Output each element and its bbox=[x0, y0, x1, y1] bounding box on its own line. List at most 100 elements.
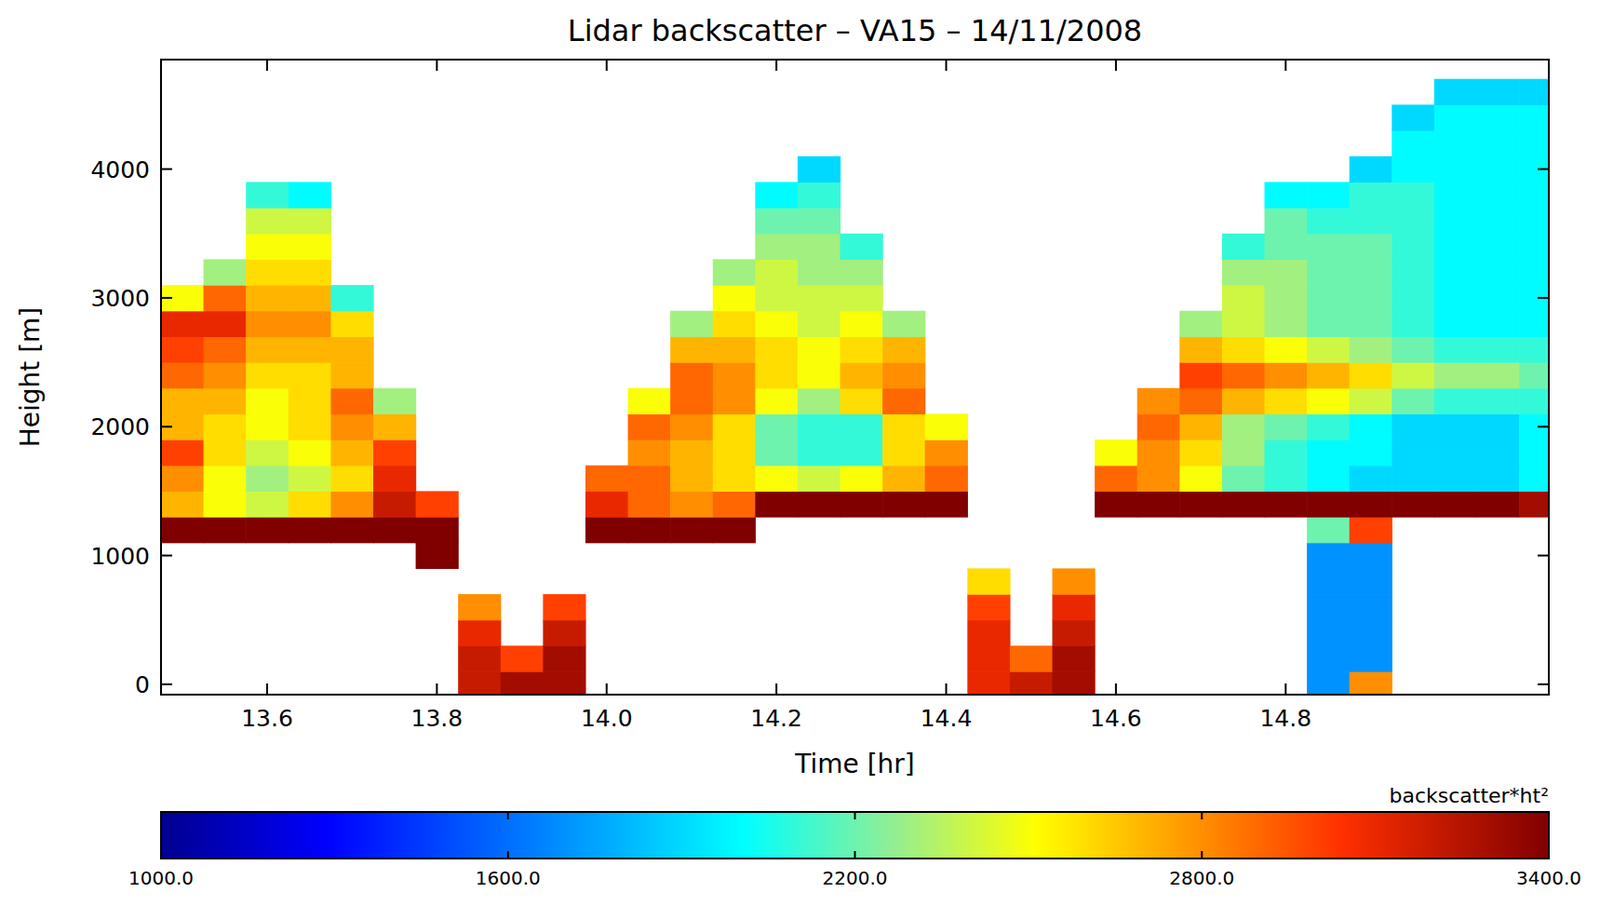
cell bbox=[585, 490, 629, 517]
x-tick bbox=[775, 683, 778, 695]
cell bbox=[1476, 413, 1520, 440]
title: Lidar backscatter – VA15 – 14/11/2008 bbox=[567, 13, 1143, 49]
cell bbox=[1179, 310, 1223, 337]
cell bbox=[1179, 465, 1223, 492]
cell bbox=[754, 362, 798, 389]
cell bbox=[754, 465, 798, 492]
cell bbox=[330, 413, 374, 440]
colorbar-tick bbox=[1547, 811, 1550, 820]
cell bbox=[628, 516, 672, 543]
cell bbox=[245, 413, 289, 440]
cell bbox=[288, 388, 332, 415]
cell bbox=[1434, 336, 1478, 363]
x-tick-label: 14.8 bbox=[1259, 704, 1312, 732]
cell bbox=[1476, 104, 1520, 131]
cell bbox=[203, 413, 247, 440]
colorbar-label: backscatter*ht² bbox=[1388, 783, 1549, 807]
colorbar-tick bbox=[507, 811, 510, 820]
cell bbox=[628, 465, 672, 492]
cell bbox=[288, 336, 332, 363]
colorbar-tick-label: 2200.0 bbox=[822, 866, 888, 889]
cell bbox=[1391, 413, 1435, 440]
cell bbox=[840, 439, 884, 466]
cell bbox=[1349, 336, 1393, 363]
cell bbox=[1306, 619, 1350, 646]
cell bbox=[1264, 181, 1308, 208]
cell bbox=[1476, 156, 1520, 183]
cell bbox=[1052, 567, 1096, 594]
cell bbox=[373, 516, 417, 543]
cell bbox=[712, 490, 756, 517]
cell bbox=[203, 362, 247, 389]
cell bbox=[670, 516, 713, 543]
cell bbox=[840, 336, 884, 363]
cell bbox=[712, 388, 756, 415]
cell bbox=[967, 645, 1010, 672]
cell bbox=[1306, 645, 1350, 672]
cell bbox=[245, 336, 289, 363]
cell bbox=[1391, 490, 1435, 517]
colorbar-tick-label: 1600.0 bbox=[475, 866, 541, 889]
cell bbox=[797, 284, 841, 311]
y-tick bbox=[161, 425, 173, 428]
cell bbox=[373, 439, 417, 466]
y-tick bbox=[1537, 296, 1549, 299]
cell bbox=[1476, 439, 1520, 466]
y-tick-label: 2000 bbox=[90, 413, 150, 441]
colorbar-tick-label: 1000.0 bbox=[128, 866, 194, 889]
cell bbox=[1222, 336, 1265, 363]
cell bbox=[1434, 207, 1478, 234]
x-tick-label: 14.0 bbox=[580, 704, 633, 732]
cell bbox=[1476, 490, 1520, 517]
cell bbox=[1222, 439, 1265, 466]
cell bbox=[1179, 362, 1223, 389]
cell bbox=[1349, 310, 1393, 337]
cell bbox=[1009, 671, 1053, 695]
cell bbox=[1052, 619, 1096, 646]
cell bbox=[585, 516, 629, 543]
cell bbox=[288, 413, 332, 440]
cell bbox=[925, 439, 969, 466]
cell bbox=[416, 542, 459, 569]
cell bbox=[373, 413, 417, 440]
x-tick-label: 14.2 bbox=[750, 704, 803, 732]
cell bbox=[1476, 310, 1520, 337]
cell bbox=[1264, 490, 1308, 517]
cell bbox=[457, 645, 501, 672]
cell bbox=[754, 310, 798, 337]
cell bbox=[1306, 516, 1350, 543]
cell bbox=[1264, 284, 1308, 311]
cell bbox=[1391, 130, 1435, 157]
colorbar-tick bbox=[1200, 811, 1203, 820]
cell bbox=[500, 671, 544, 695]
cell bbox=[203, 258, 247, 285]
colorbar-tick-label: 2800.0 bbox=[1169, 866, 1235, 889]
cell bbox=[1349, 233, 1393, 260]
cell bbox=[1476, 336, 1520, 363]
cell bbox=[1349, 258, 1393, 285]
cell bbox=[1391, 258, 1435, 285]
cell bbox=[1434, 181, 1478, 208]
cell bbox=[542, 619, 586, 646]
cell bbox=[1264, 388, 1308, 415]
cell bbox=[1349, 413, 1393, 440]
colorbar-tick bbox=[1200, 850, 1203, 859]
cell bbox=[1391, 310, 1435, 337]
y-tick bbox=[1537, 554, 1549, 557]
cell bbox=[1519, 490, 1549, 517]
cell bbox=[245, 181, 289, 208]
cell bbox=[542, 671, 586, 695]
x-tick bbox=[945, 683, 948, 695]
colorbar bbox=[161, 811, 1549, 859]
cell bbox=[882, 465, 926, 492]
y-tick-label: 0 bbox=[134, 671, 150, 699]
cell bbox=[1306, 336, 1350, 363]
cell bbox=[1391, 362, 1435, 389]
cell bbox=[1519, 104, 1549, 131]
cell bbox=[1434, 284, 1478, 311]
cell bbox=[840, 413, 884, 440]
cell bbox=[161, 490, 204, 517]
y-tick-label: 1000 bbox=[90, 542, 150, 570]
cell bbox=[840, 465, 884, 492]
cell bbox=[1434, 362, 1478, 389]
